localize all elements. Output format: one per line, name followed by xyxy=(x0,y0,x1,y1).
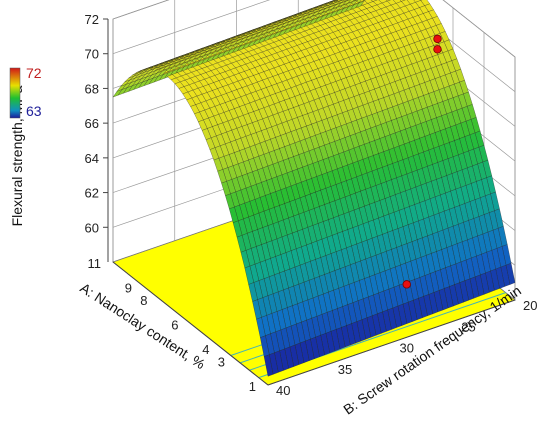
a-tick-label: 8 xyxy=(140,293,147,308)
a-tick-label: 11 xyxy=(88,256,102,271)
z-tick-label: 66 xyxy=(85,116,99,131)
z-tick-label: 60 xyxy=(85,220,99,235)
a-tick-label: 6 xyxy=(171,318,178,333)
color-legend: 72 63 xyxy=(9,65,42,119)
a-tick-label: 9 xyxy=(125,281,132,296)
design-points xyxy=(402,34,442,289)
b-tick-label: 20 xyxy=(523,298,537,313)
a-tick-label: 1 xyxy=(249,379,256,394)
response-surface xyxy=(112,0,516,377)
gridline-z xyxy=(112,0,516,58)
legend-min-label: 63 xyxy=(26,103,42,119)
legend-gradient-bar xyxy=(9,67,21,119)
a-tick-label: 3 xyxy=(218,354,225,369)
b-tick-label: 30 xyxy=(400,341,414,356)
z-tick-label: 70 xyxy=(85,47,99,62)
front-edges xyxy=(107,19,516,386)
floor-front-edge xyxy=(112,261,269,386)
z-axis-title: Flexural strength, MPa xyxy=(9,85,25,226)
surface-cell xyxy=(263,354,274,377)
floor-front-edge xyxy=(267,299,516,386)
a-tick-label: 4 xyxy=(202,342,209,357)
z-tick-label: 64 xyxy=(85,151,99,166)
z-tick-label: 68 xyxy=(85,81,99,96)
b-tick-label: 25 xyxy=(461,319,475,334)
z-tick-label: 72 xyxy=(85,12,99,27)
legend-max-label: 72 xyxy=(26,65,42,81)
gridline-z xyxy=(112,0,516,92)
surface-cell xyxy=(112,89,123,98)
design-point xyxy=(433,45,442,54)
z-tick-label: 62 xyxy=(85,186,99,201)
design-point xyxy=(402,280,411,289)
b-tick-label: 40 xyxy=(276,383,290,398)
design-point xyxy=(433,34,442,44)
b-tick-label: 35 xyxy=(338,362,352,377)
